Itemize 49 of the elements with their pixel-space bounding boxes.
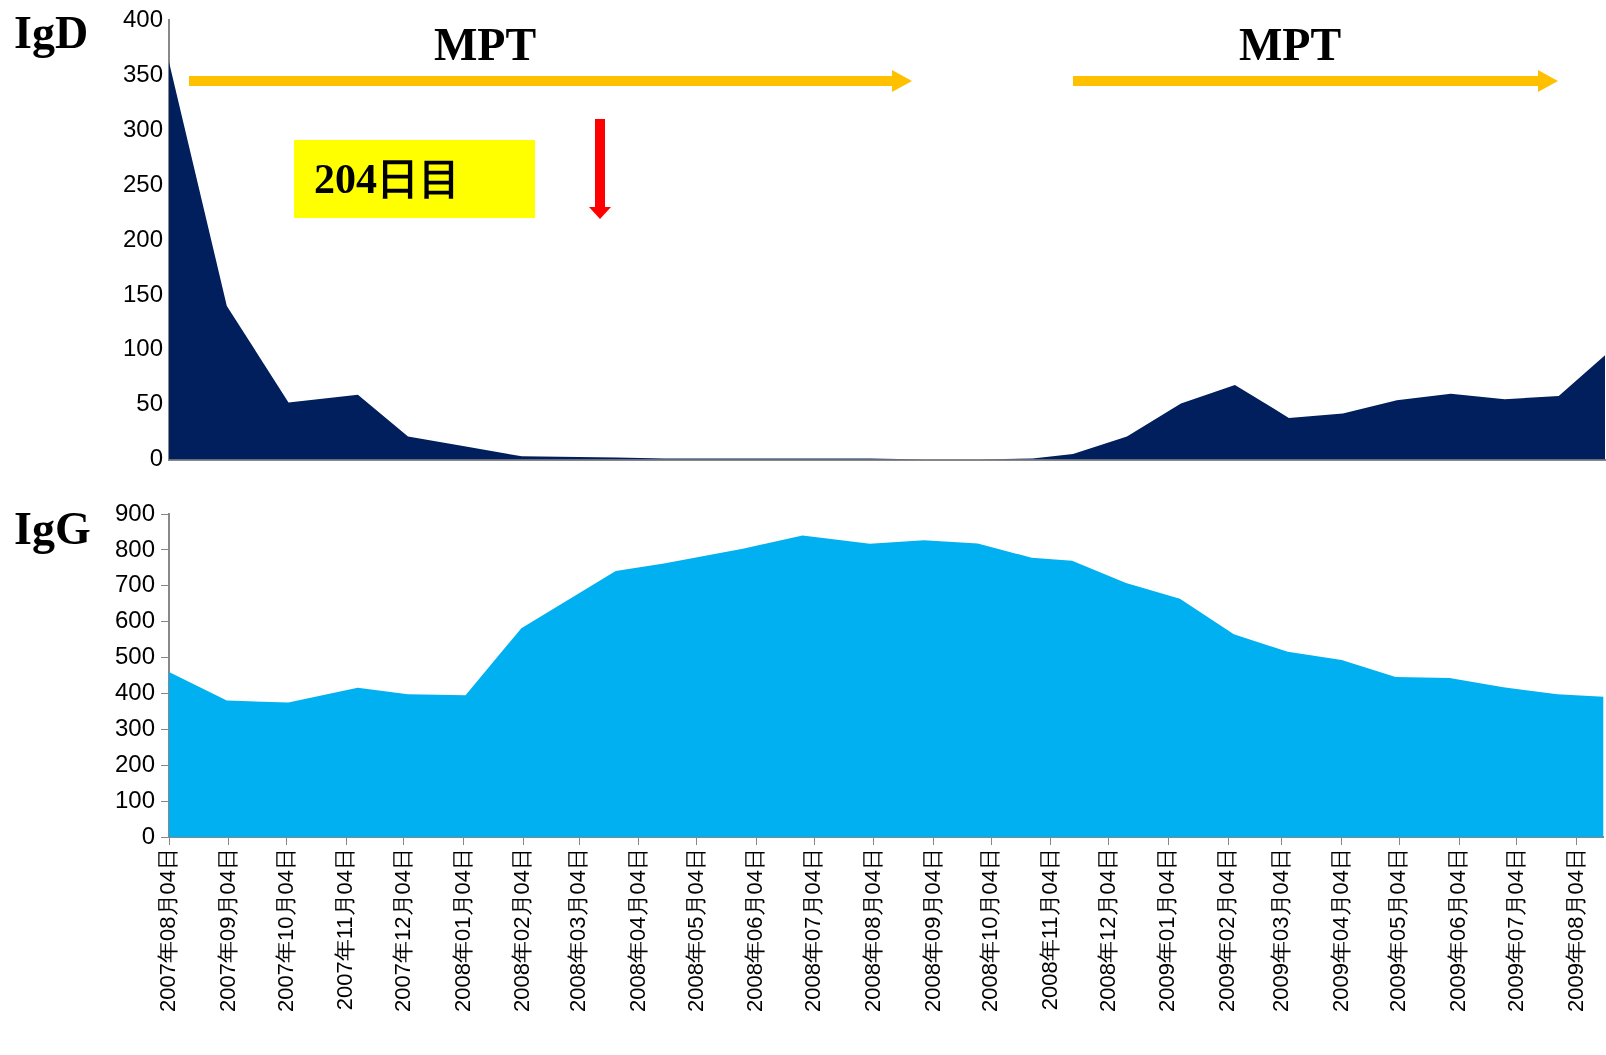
y-tick-label: 100: [122, 334, 163, 362]
annotation: MPT: [1237, 18, 1343, 71]
x-tick-label: 2007年12月04日: [389, 848, 415, 1012]
x-tick-label: 2009年08月04日: [1562, 848, 1588, 1012]
x-tick-label: 2009年07月04日: [1502, 848, 1528, 1012]
x-tick-label: 2008年07月04日: [800, 848, 826, 1012]
x-tick-label: 2008年08月04日: [859, 848, 885, 1012]
y-tick-label: 200: [122, 224, 163, 252]
y-tick-label: 100: [114, 785, 155, 813]
y-axis-title: IgG: [14, 502, 91, 555]
x-tick-label: 2008年04月04日: [624, 848, 650, 1012]
y-tick-label: 300: [122, 114, 163, 142]
x-tick-label: 2009年04月04日: [1327, 848, 1353, 1012]
x-tick-label: 2008年02月04日: [509, 848, 535, 1012]
y-tick-label: 600: [114, 606, 155, 634]
y-tick-label: 700: [114, 570, 155, 598]
y-axis-title: IgD: [14, 6, 89, 59]
y-tick-label: 800: [114, 534, 155, 562]
y-tick-label: 300: [114, 713, 155, 741]
x-tick-label: 2009年02月04日: [1214, 848, 1240, 1012]
x-tick-label: 2008年10月04日: [977, 848, 1003, 1012]
x-tick-label: 2009年01月04日: [1154, 848, 1180, 1012]
annotation: 204日目: [314, 155, 461, 204]
x-tick-label: 2007年10月04日: [272, 848, 298, 1012]
x-tick-label: 2007年08月04日: [155, 848, 181, 1012]
x-tick-label: 2007年09月04日: [214, 848, 240, 1012]
y-tick-label: 150: [122, 279, 163, 307]
x-tick-label: 2008年06月04日: [742, 848, 768, 1012]
x-tick-label: 2009年05月04日: [1385, 848, 1411, 1012]
x-tick-label: 2009年06月04日: [1445, 848, 1471, 1012]
annotation: MPT: [432, 18, 538, 71]
x-tick-label: 2009年03月04日: [1268, 848, 1294, 1012]
y-tick-label: 250: [122, 169, 163, 197]
y-tick-label: 400: [114, 678, 155, 706]
x-tick-label: 2008年11月04日: [1036, 848, 1062, 1011]
x-tick-label: 2008年05月04日: [682, 848, 708, 1012]
x-tick-label: 2008年03月04日: [565, 848, 591, 1012]
y-tick-label: 500: [114, 642, 155, 670]
y-tick-label: 50: [136, 389, 163, 417]
y-tick-label: 200: [114, 749, 155, 777]
y-tick-label: 900: [114, 498, 155, 526]
y-tick-label: 350: [122, 59, 163, 87]
x-tick-label: 2008年12月04日: [1094, 848, 1120, 1012]
x-tick-label: 2007年11月04日: [332, 848, 358, 1011]
y-tick-label: 0: [141, 821, 155, 849]
x-tick-label: 2008年09月04日: [919, 848, 945, 1012]
x-tick-label: 2008年01月04日: [449, 848, 475, 1012]
y-tick-label: 0: [149, 444, 163, 472]
y-tick-label: 400: [122, 5, 163, 33]
